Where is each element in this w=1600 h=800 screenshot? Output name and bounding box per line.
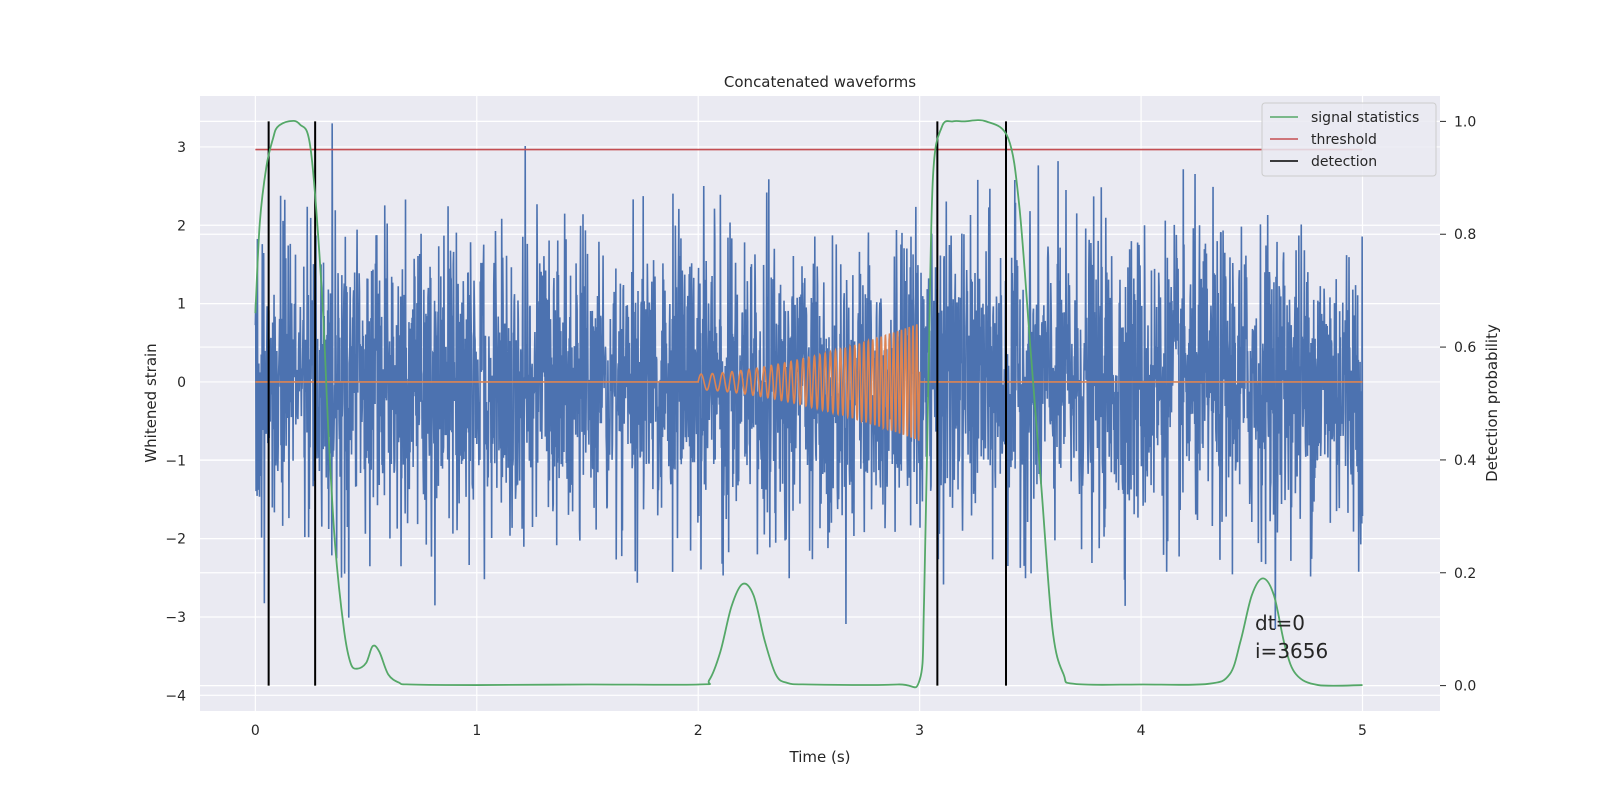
y-tick-label-left: −4 — [165, 688, 186, 704]
x-tick-label: 3 — [915, 723, 924, 739]
series-layer — [254, 119, 1364, 689]
y-tick-label-right: 0.2 — [1454, 566, 1476, 582]
x-tick-label: 2 — [694, 723, 703, 739]
legend-frame — [1261, 102, 1437, 177]
legend: signal statistics threshold detection — [1261, 102, 1437, 177]
annotation-dt: dt=0 — [1255, 611, 1305, 635]
legend-label-detection: detection — [1311, 154, 1377, 170]
legend-label-signal: signal statistics — [1311, 110, 1419, 126]
x-tick-label: 4 — [1137, 723, 1146, 739]
x-tick-label: 0 — [251, 723, 260, 739]
y-tick-label-right: 0.0 — [1454, 679, 1476, 695]
annotation-index: i=3656 — [1255, 639, 1328, 663]
y-tick-label-left: −3 — [165, 610, 186, 626]
x-axis-label: Time (s) — [789, 748, 851, 766]
y-tick-label-left: −2 — [165, 532, 186, 548]
y-tick-label-left: 0 — [177, 375, 186, 391]
x-tick-label: 1 — [472, 723, 481, 739]
chart-title: Concatenated waveforms — [724, 73, 916, 91]
strain-series-line — [254, 123, 1364, 629]
y-axis-label-right: Detection probability — [1483, 324, 1501, 482]
y-tick-label-right: 0.6 — [1454, 340, 1476, 356]
y-tick-label-left: 1 — [177, 297, 186, 313]
y-tick-label-right: 0.8 — [1454, 227, 1476, 243]
x-tick-label: 5 — [1358, 723, 1367, 739]
legend-label-threshold: threshold — [1311, 132, 1377, 148]
tick-layer: 0 1 2 3 4 5 −4 −3 −2 −1 0 1 2 3 0.0 0.2 0.4 0.6 0.8 1.0 — [165, 114, 1476, 739]
y-tick-label-left: −1 — [165, 453, 186, 469]
y-tick-label-right: 1.0 — [1454, 114, 1476, 130]
y-tick-label-right: 0.4 — [1454, 453, 1476, 469]
y-tick-label-left: 2 — [177, 218, 186, 234]
y-tick-label-left: 3 — [177, 140, 186, 156]
injected-waveform-line — [255, 324, 1363, 442]
signal-statistics-line — [254, 119, 1363, 689]
y-axis-label-left: Whitened strain — [142, 343, 160, 462]
